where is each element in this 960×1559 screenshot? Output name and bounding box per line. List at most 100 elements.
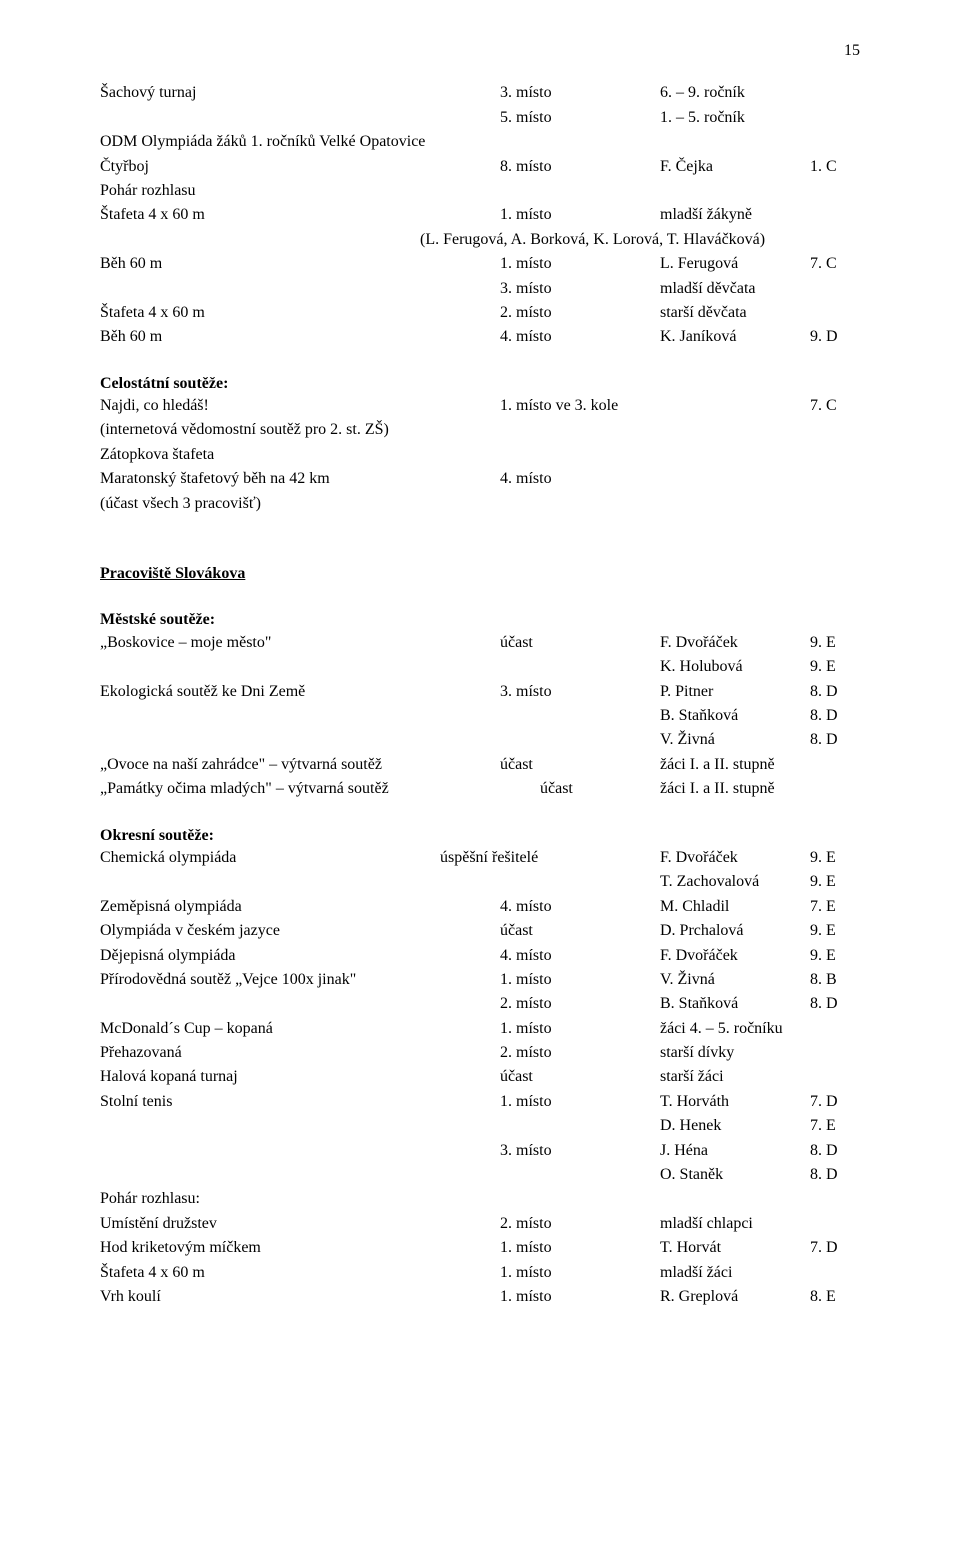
cell: 4. místo [500, 326, 660, 348]
cell: 1. místo [500, 1091, 660, 1113]
cell: Zátopkova štafeta [100, 444, 214, 466]
row: Pohár rozhlasu: [100, 1188, 860, 1210]
cell: 4. místo [500, 896, 660, 918]
row: „Boskovice – moje město" účast F. Dvořáč… [100, 632, 860, 654]
row: Chemická olympiáda úspěšní řešitelé F. D… [100, 847, 860, 869]
cell: žáci I. a II. stupně [660, 778, 860, 800]
cell: Přírodovědná soutěž „Vejce 100x jinak" [100, 969, 500, 991]
row: D. Henek 7. E [100, 1115, 860, 1137]
row: Maratonský štafetový běh na 42 km 4. mís… [100, 468, 860, 490]
row: B. Staňková 8. D [100, 705, 860, 727]
cell: 9. E [810, 871, 860, 893]
row: T. Zachovalová 9. E [100, 871, 860, 893]
section-heading: Městské soutěže: [100, 609, 860, 631]
cell: Zeměpisná olympiáda [100, 896, 500, 918]
cell: Maratonský štafetový běh na 42 km [100, 468, 500, 490]
row: „Památky očima mladých" – výtvarná soutě… [100, 778, 860, 800]
row: Hod kriketovým míčkem 1. místo T. Horvát… [100, 1237, 860, 1259]
cell: (internetová vědomostní soutěž pro 2. st… [100, 419, 389, 441]
row: (internetová vědomostní soutěž pro 2. st… [100, 419, 860, 441]
cell: McDonald´s Cup – kopaná [100, 1018, 500, 1040]
cell: účast [500, 632, 660, 654]
row: Přírodovědná soutěž „Vejce 100x jinak" 1… [100, 969, 860, 991]
cell: K. Holubová [660, 656, 810, 678]
cell: Hod kriketovým míčkem [100, 1237, 500, 1259]
cell: účast [500, 754, 660, 776]
row: Umístění družstev 2. místo mladší chlapc… [100, 1213, 860, 1235]
cell: 3. místo [500, 1140, 660, 1162]
row: (účast všech 3 pracovišť) [100, 493, 860, 515]
row: 2. místo B. Staňková 8. D [100, 993, 860, 1015]
cell: D. Henek [660, 1115, 810, 1137]
cell: V. Živná [660, 969, 810, 991]
row: Štafeta 4 x 60 m 2. místo starší děvčata [100, 302, 860, 324]
cell: „Boskovice – moje město" [100, 632, 500, 654]
row: ODM Olympiáda žáků 1. ročníků Velké Opat… [100, 131, 860, 153]
cell: 7. C [810, 395, 860, 417]
cell: Stolní tenis [100, 1091, 500, 1113]
cell: mladší chlapci [660, 1213, 860, 1235]
cell: 4. místo [500, 945, 660, 967]
cell: J. Héna [660, 1140, 810, 1162]
row: Přehazovaná 2. místo starší dívky [100, 1042, 860, 1064]
cell: Šachový turnaj [100, 82, 500, 104]
cell: starší žáci [660, 1066, 860, 1088]
cell: 7. E [810, 1115, 860, 1137]
row: (L. Ferugová, A. Borková, K. Lorová, T. … [100, 229, 860, 251]
row: Dějepisná olympiáda 4. místo F. Dvořáček… [100, 945, 860, 967]
cell: P. Pitner [660, 681, 810, 703]
row: O. Staněk 8. D [100, 1164, 860, 1186]
cell: účast [500, 920, 660, 942]
row: Najdi, co hledáš! 1. místo ve 3. kole 7.… [100, 395, 860, 417]
row: Šachový turnaj 3. místo 6. – 9. ročník [100, 82, 860, 104]
cell: 1. místo [500, 253, 660, 275]
cell: 1. místo [500, 1018, 660, 1040]
cell: 2. místo [500, 1213, 660, 1235]
cell: 2. místo [500, 1042, 660, 1064]
cell: 3. místo [500, 278, 660, 300]
cell: 1. místo [500, 1262, 660, 1284]
cell: F. Dvořáček [660, 632, 810, 654]
cell: 8. D [810, 681, 860, 703]
cell: (L. Ferugová, A. Borková, K. Lorová, T. … [420, 229, 765, 251]
cell: Pohár rozhlasu [100, 180, 196, 202]
cell: T. Zachovalová [660, 871, 810, 893]
cell: D. Prchalová [660, 920, 810, 942]
cell: 1. místo [500, 969, 660, 991]
cell: 8. E [810, 1286, 860, 1308]
cell: 7. C [810, 253, 860, 275]
cell: L. Ferugová [660, 253, 810, 275]
cell: 8. B [810, 969, 860, 991]
cell: 8. D [810, 729, 860, 751]
cell: 1. místo [500, 1237, 660, 1259]
cell: 7. E [810, 896, 860, 918]
row: Štafeta 4 x 60 m 1. místo mladší žákyně [100, 204, 860, 226]
cell: Chemická olympiáda [100, 847, 440, 869]
cell: ODM Olympiáda žáků 1. ročníků Velké Opat… [100, 131, 425, 153]
cell: mladší děvčata [660, 278, 860, 300]
cell: 9. E [810, 945, 860, 967]
cell: žáci I. a II. stupně [660, 754, 860, 776]
cell: 7. D [810, 1237, 860, 1259]
row: Zátopkova štafeta [100, 444, 860, 466]
cell: „Památky očima mladých" – výtvarná soutě… [100, 778, 540, 800]
cell: úspěšní řešitelé [440, 847, 660, 869]
cell: 8. D [810, 1140, 860, 1162]
row: V. Živná 8. D [100, 729, 860, 751]
row: McDonald´s Cup – kopaná 1. místo žáci 4.… [100, 1018, 860, 1040]
cell: Najdi, co hledáš! [100, 395, 500, 417]
cell: Čtyřboj [100, 156, 500, 178]
cell: 8. místo [500, 156, 660, 178]
cell: 7. D [810, 1091, 860, 1113]
cell: 9. D [810, 326, 860, 348]
section-heading: Pracoviště Slovákova [100, 563, 860, 585]
cell: 8. D [810, 1164, 860, 1186]
cell: 9. E [810, 847, 860, 869]
cell: 9. E [810, 920, 860, 942]
cell: účast [500, 1066, 660, 1088]
cell: 8. D [810, 993, 860, 1015]
cell: mladší žáci [660, 1262, 860, 1284]
cell: Halová kopaná turnaj [100, 1066, 500, 1088]
cell: Dějepisná olympiáda [100, 945, 500, 967]
row: 3. místo J. Héna 8. D [100, 1140, 860, 1162]
